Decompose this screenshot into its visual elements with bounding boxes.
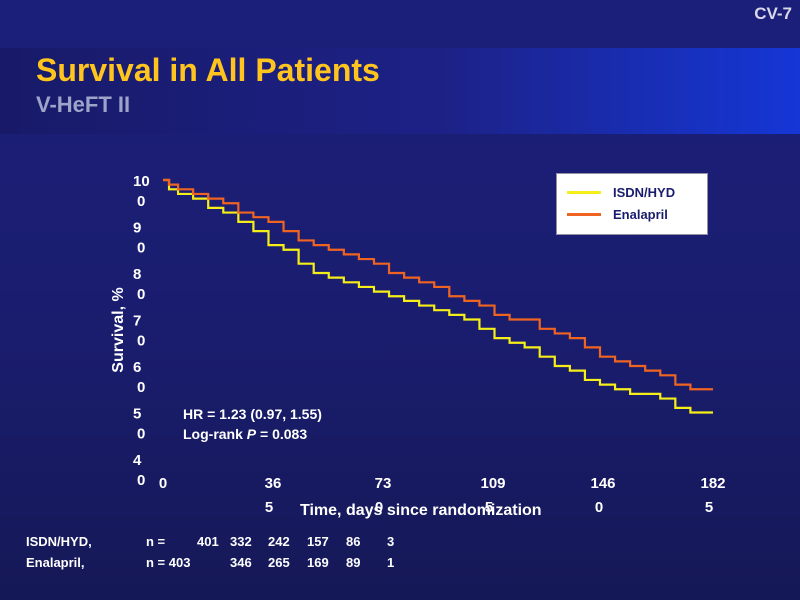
y-tick-label: 7 <box>133 313 141 330</box>
legend-swatch-isdn-hyd <box>567 190 601 194</box>
y-tick-label-cont: 0 <box>137 286 145 303</box>
y-tick-label-cont: 0 <box>137 426 145 443</box>
logrank-p: P <box>246 426 257 442</box>
risk-n-label-enalapril: n = 403 <box>146 555 191 570</box>
logrank-prefix: Log-rank <box>183 426 247 442</box>
series-line-enalapril <box>163 178 713 391</box>
slide-subtitle: V-HeFT II <box>36 92 131 117</box>
series-lines <box>163 178 713 414</box>
x-axis-ticks: 0 36 5 73 0 109 5 146 0 182 5 <box>159 475 726 516</box>
risk-value: 265 <box>268 555 290 570</box>
x-tick-label-cont: 5 <box>485 499 493 516</box>
y-tick-label: 4 <box>133 452 142 469</box>
x-tick-label-cont: 5 <box>265 499 273 516</box>
risk-value: 1 <box>387 555 395 570</box>
x-tick-label: 73 <box>375 475 392 492</box>
y-axis-title: Survival, % <box>110 287 127 373</box>
x-tick-label-cont: 0 <box>595 499 603 516</box>
legend-item-isdn-hyd: ISDN/HYD <box>567 182 675 202</box>
risk-value: 3 <box>387 534 395 549</box>
legend-label-enalapril: Enalapril <box>613 206 668 222</box>
risk-value: 242 <box>268 534 290 549</box>
hazard-ratio-annotation: HR = 1.23 (0.97, 1.55) Log-rank P = 0.08… <box>183 404 322 444</box>
y-tick-label-cont: 0 <box>137 333 145 350</box>
x-tick-label-cont: 5 <box>705 499 713 516</box>
legend-label-isdn-hyd: ISDN/HYD <box>613 184 676 200</box>
risk-value: 89 <box>346 555 361 570</box>
legend-swatch-enalapril <box>567 212 601 216</box>
risk-label-enalapril: Enalapril, <box>26 555 85 570</box>
x-axis-title: Time, days since randomization <box>300 502 542 519</box>
y-axis-ticks: 4 0 5 0 6 0 7 0 8 0 9 0 10 0 <box>133 173 150 489</box>
y-tick-label: 8 <box>133 266 141 283</box>
risk-value: 332 <box>230 534 252 549</box>
y-tick-label: 9 <box>133 220 141 237</box>
x-tick-label: 182 <box>700 475 725 492</box>
y-tick-label: 10 <box>133 173 150 190</box>
y-tick-label-cont: 0 <box>137 472 145 489</box>
chart-legend: ISDN/HYD Enalapril <box>556 173 708 235</box>
risk-n-label-isdn-hyd: n = <box>146 534 166 549</box>
x-tick-label: 0 <box>159 475 167 492</box>
y-tick-label: 5 <box>133 406 141 423</box>
x-tick-label-cont: 0 <box>375 499 383 516</box>
logrank-line: Log-rank P = 0.083 <box>183 424 322 444</box>
y-tick-label-cont: 0 <box>137 379 145 396</box>
risk-value: 169 <box>307 555 329 570</box>
y-tick-label-cont: 0 <box>137 193 145 210</box>
header-band <box>0 48 800 134</box>
risk-value: 346 <box>230 555 252 570</box>
series-line-isdn-hyd <box>163 178 713 414</box>
legend-item-enalapril: Enalapril <box>567 204 668 224</box>
y-tick-label: 6 <box>133 359 141 376</box>
risk-value: 86 <box>346 534 361 549</box>
x-tick-label: 109 <box>480 475 505 492</box>
x-tick-label: 36 <box>265 475 282 492</box>
slide-title: Survival in All Patients <box>36 52 380 88</box>
x-tick-label: 146 <box>590 475 615 492</box>
y-tick-label-cont: 0 <box>137 240 145 257</box>
slide-number: CV-7 <box>754 4 792 23</box>
hr-line: HR = 1.23 (0.97, 1.55) <box>183 406 322 422</box>
risk-label-isdn-hyd: ISDN/HYD, <box>26 534 92 549</box>
risk-value: 157 <box>307 534 329 549</box>
risk-value: 401 <box>197 534 219 549</box>
logrank-value: = 0.083 <box>256 426 308 442</box>
